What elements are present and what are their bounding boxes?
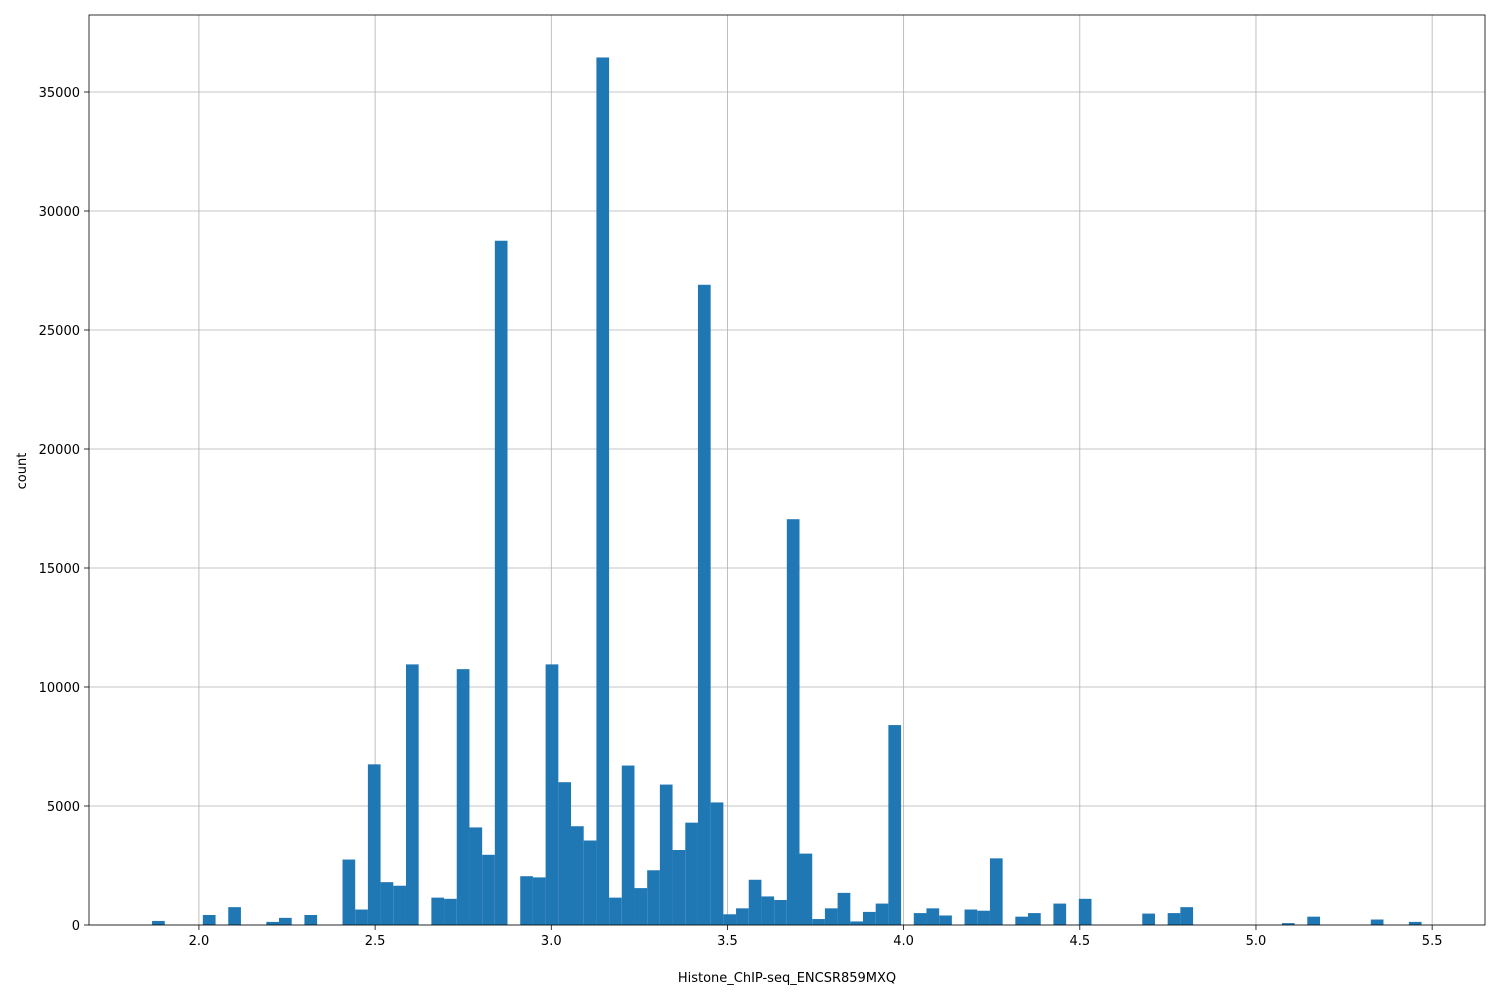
bar xyxy=(532,877,546,925)
bar xyxy=(659,784,673,925)
x-tick-label: 5.0 xyxy=(1246,934,1267,949)
bar xyxy=(1142,913,1155,925)
y-tick-label: 15000 xyxy=(39,562,80,577)
bar xyxy=(367,764,381,925)
bar xyxy=(520,876,533,925)
bar xyxy=(266,921,280,925)
bar xyxy=(685,822,698,925)
bar xyxy=(939,915,952,925)
bar xyxy=(279,917,292,925)
bar xyxy=(672,850,686,925)
y-tick-label: 10000 xyxy=(39,681,80,696)
bar xyxy=(1180,907,1194,925)
bar xyxy=(444,898,457,925)
bar xyxy=(494,240,508,925)
bar xyxy=(1307,916,1321,925)
bar xyxy=(697,284,711,925)
bar xyxy=(431,897,445,925)
bar xyxy=(304,915,318,925)
y-axis-label: count xyxy=(15,453,30,490)
bar xyxy=(875,903,889,925)
bar xyxy=(545,664,559,925)
bar xyxy=(786,519,800,925)
bar xyxy=(558,782,572,925)
y-tick-label: 0 xyxy=(72,919,80,934)
x-tick-label: 4.5 xyxy=(1069,934,1090,949)
bar xyxy=(596,57,610,925)
bar xyxy=(824,908,838,925)
bar xyxy=(1281,923,1295,925)
bar xyxy=(1408,921,1422,925)
bar xyxy=(1078,898,1092,925)
bar xyxy=(837,892,851,925)
bar xyxy=(926,908,940,925)
y-tick-label: 25000 xyxy=(39,324,80,339)
plot-frame xyxy=(88,14,1486,926)
y-tick-label: 35000 xyxy=(39,86,80,101)
bar xyxy=(342,859,356,925)
bar xyxy=(710,802,724,925)
bar xyxy=(748,879,762,925)
x-tick-label: 3.5 xyxy=(717,934,738,949)
bar xyxy=(1370,919,1384,925)
bar xyxy=(1167,913,1181,925)
bar xyxy=(380,882,394,925)
bar xyxy=(977,910,990,925)
bar xyxy=(761,896,775,925)
x-tick-label: 5.5 xyxy=(1422,934,1443,949)
bar xyxy=(405,664,419,925)
bar xyxy=(1028,913,1041,925)
bar xyxy=(228,907,241,925)
bar xyxy=(1015,916,1029,925)
x-tick-label: 2.0 xyxy=(189,934,210,949)
x-tick-label: 4.0 xyxy=(893,934,914,949)
bar xyxy=(799,853,813,925)
bar xyxy=(964,909,978,925)
bar xyxy=(1053,903,1067,925)
bar xyxy=(202,915,216,925)
y-tick-label: 30000 xyxy=(39,205,80,220)
bar xyxy=(469,827,483,925)
bar xyxy=(482,854,495,925)
bar xyxy=(621,765,635,925)
bar xyxy=(989,858,1003,925)
x-axis-label: Histone_ChIP-seq_ENCSR859MXQ xyxy=(678,971,896,986)
bar xyxy=(850,921,864,925)
bar xyxy=(355,909,368,925)
bar xyxy=(583,840,597,925)
bar xyxy=(152,920,165,925)
y-tick-label: 20000 xyxy=(39,443,80,458)
bar xyxy=(913,913,927,925)
bar xyxy=(393,885,406,925)
bar xyxy=(647,870,660,925)
bar xyxy=(736,908,749,925)
bar xyxy=(634,888,648,925)
x-tick-label: 3.0 xyxy=(541,934,562,949)
x-tick-label: 2.5 xyxy=(365,934,386,949)
bar xyxy=(774,900,787,925)
bar xyxy=(571,826,584,925)
bar xyxy=(863,911,876,925)
bar xyxy=(888,725,902,925)
y-tick-label: 5000 xyxy=(47,800,80,815)
bar xyxy=(456,669,470,925)
bar xyxy=(723,914,737,925)
bar xyxy=(812,919,825,925)
bar xyxy=(609,897,622,925)
